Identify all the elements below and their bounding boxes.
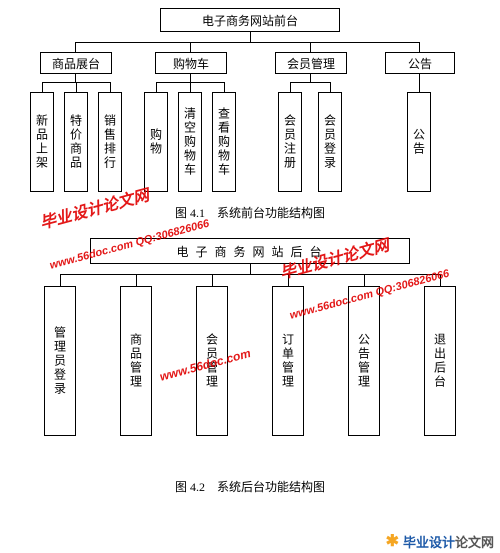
tree1-l2-g3-1: 会员登录 <box>318 92 342 192</box>
connector <box>310 74 311 82</box>
connector <box>60 274 61 286</box>
connector <box>190 42 191 52</box>
connector <box>156 82 157 92</box>
connector <box>75 42 76 52</box>
connector <box>42 82 43 92</box>
connector <box>288 274 289 286</box>
connector <box>330 82 331 92</box>
connector <box>110 82 111 92</box>
tree1-l1-3: 公告 <box>385 52 455 74</box>
footer-text1: 毕业设计论文网 <box>403 532 494 551</box>
connector <box>75 74 76 82</box>
connector <box>290 82 330 83</box>
tree1-l1-1: 购物车 <box>155 52 227 74</box>
asterisk-icon: ✱ <box>386 531 399 551</box>
tree1-l2-g2-0: 购物 <box>144 92 168 192</box>
connector <box>75 42 419 43</box>
tree1-l2-g2-1: 清空购物车 <box>178 92 202 192</box>
tree1-l2-g3-0: 会员注册 <box>278 92 302 192</box>
connector <box>310 42 311 52</box>
connector <box>60 274 440 275</box>
tree2-l1-0: 管理员登录 <box>44 286 76 436</box>
tree2-l1-5: 退出后台 <box>424 286 456 436</box>
tree1-l1-2: 会员管理 <box>275 52 347 74</box>
tree2-caption: 图 4.2 系统后台功能结构图 <box>0 478 500 495</box>
tree1-l2-g4-0: 公告 <box>407 92 431 192</box>
footer-logo: ✱ 毕业设计论文网 <box>386 531 494 551</box>
tree1-root: 电子商务网站前台 <box>160 8 340 32</box>
connector <box>136 274 137 286</box>
tree2-l1-4: 公告管理 <box>348 286 380 436</box>
connector <box>190 74 191 82</box>
connector <box>224 82 225 92</box>
connector <box>290 82 291 92</box>
page: 电子商务网站前台 商品展台 购物车 会员管理 公告 新品上架 特价商品 销售排行… <box>0 0 500 553</box>
tree1-l1-0: 商品展台 <box>40 52 112 74</box>
connector <box>212 274 213 286</box>
connector <box>76 82 77 92</box>
tree2-l1-3: 订单管理 <box>272 286 304 436</box>
connector <box>190 82 191 92</box>
tree1-caption: 图 4.1 系统前台功能结构图 <box>0 204 500 221</box>
connector <box>440 274 441 286</box>
connector <box>250 32 251 42</box>
tree2-root: 电 子 商 务 网 站 后 台 <box>90 238 410 264</box>
tree1-l2-g2-2: 查看购物车 <box>212 92 236 192</box>
tree2-l1-2: 会员管理 <box>196 286 228 436</box>
tree1-l2-g1-0: 新品上架 <box>30 92 54 192</box>
tree2-l1-1: 商品管理 <box>120 286 152 436</box>
connector <box>419 74 420 92</box>
tree1-l2-g1-1: 特价商品 <box>64 92 88 192</box>
connector <box>419 42 420 52</box>
connector <box>250 264 251 274</box>
connector <box>364 274 365 286</box>
tree1-l2-g1-2: 销售排行 <box>98 92 122 192</box>
